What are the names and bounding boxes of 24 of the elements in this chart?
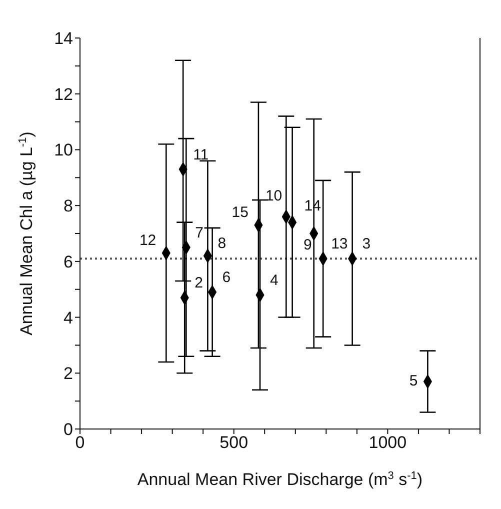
annotation: 2	[194, 274, 203, 292]
x-tick-label: 500	[220, 433, 248, 452]
annotation: 13	[331, 236, 348, 253]
y-tick-label: 2	[64, 364, 73, 384]
annotation: 5	[409, 372, 418, 390]
x-tick-label: 1000	[368, 433, 407, 452]
annotation: 15	[232, 204, 248, 222]
annotation: 9	[304, 236, 312, 254]
annotation: 11	[193, 146, 209, 164]
annotation: 4	[270, 272, 278, 289]
annotation: 8	[218, 234, 226, 252]
annotation: 3	[362, 236, 371, 253]
annotation: 12	[139, 232, 156, 250]
y-tick-label: 0	[64, 420, 73, 440]
annotation: 10	[265, 188, 282, 205]
annotation: 6	[222, 269, 231, 286]
y-tick-label: 12	[54, 84, 73, 104]
y-tick-label: 10	[54, 140, 73, 160]
x-axis-title: Annual Mean River Discharge (m$^{3}$ s$^{-1}$)	[137, 470, 423, 489]
annotation: 7	[195, 224, 204, 242]
y-tick-label: 4	[64, 308, 73, 328]
y-tick-label: 14	[54, 29, 73, 48]
y-tick-label: 6	[64, 252, 73, 272]
y-tick-label: 8	[64, 196, 73, 216]
